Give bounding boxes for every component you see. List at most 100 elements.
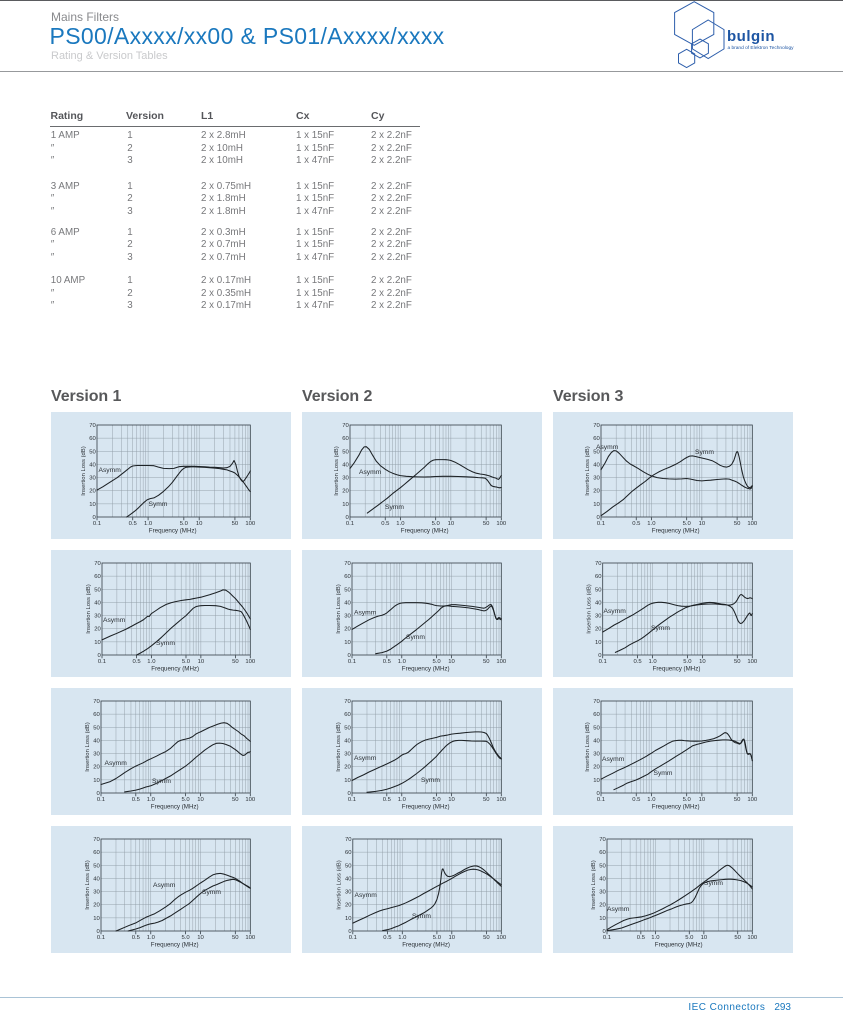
svg-text:Symm: Symm [152, 778, 171, 785]
svg-text:Insertion Loss (dB): Insertion Loss (dB) [587, 584, 593, 633]
svg-text:60: 60 [593, 436, 600, 442]
svg-text:50: 50 [94, 587, 101, 593]
svg-text:10: 10 [94, 640, 101, 646]
svg-text:a brand of Elektron Technology: a brand of Elektron Technology [728, 45, 795, 51]
svg-text:5.0: 5.0 [683, 521, 692, 527]
svg-text:100: 100 [245, 935, 256, 941]
svg-text:60: 60 [595, 574, 602, 580]
svg-text:5.0: 5.0 [182, 659, 191, 665]
svg-text:40: 40 [89, 462, 96, 468]
svg-text:40: 40 [344, 600, 351, 606]
svg-text:10: 10 [198, 659, 205, 665]
svg-text:100: 100 [747, 659, 758, 665]
svg-text:0.1: 0.1 [348, 659, 356, 665]
svg-text:10: 10 [196, 521, 203, 527]
svg-text:Insertion Loss (dB): Insertion Loss (dB) [585, 446, 591, 495]
svg-text:Frequency (MHz): Frequency (MHz) [402, 666, 450, 673]
svg-text:0.5: 0.5 [132, 659, 141, 665]
svg-text:50: 50 [593, 725, 600, 731]
svg-text:Asymm: Asymm [354, 755, 377, 762]
svg-text:60: 60 [94, 574, 101, 580]
svg-text:0.1: 0.1 [599, 659, 607, 665]
svg-text:20: 20 [93, 765, 100, 771]
svg-text:70: 70 [342, 423, 349, 429]
svg-text:10: 10 [599, 916, 606, 922]
svg-text:50: 50 [593, 449, 600, 455]
svg-text:60: 60 [599, 850, 606, 856]
svg-text:20: 20 [593, 765, 600, 771]
svg-text:20: 20 [593, 489, 600, 495]
svg-text:100: 100 [496, 935, 507, 941]
svg-text:Symm: Symm [406, 634, 425, 641]
svg-text:40: 40 [345, 876, 352, 882]
svg-text:70: 70 [593, 699, 600, 705]
svg-text:100: 100 [245, 797, 256, 803]
svg-text:30: 30 [89, 476, 96, 482]
svg-text:10: 10 [449, 935, 456, 941]
svg-text:5.0: 5.0 [685, 935, 694, 941]
svg-text:100: 100 [496, 797, 507, 803]
svg-text:10: 10 [197, 935, 204, 941]
svg-text:70: 70 [599, 837, 606, 843]
svg-text:100: 100 [245, 521, 256, 527]
svg-text:Frequency (MHz): Frequency (MHz) [151, 804, 199, 811]
svg-text:1.0: 1.0 [144, 521, 153, 527]
svg-text:50: 50 [232, 935, 239, 941]
svg-text:5.0: 5.0 [181, 797, 190, 803]
svg-text:30: 30 [595, 614, 602, 620]
svg-text:10: 10 [595, 640, 602, 646]
svg-text:40: 40 [595, 600, 602, 606]
svg-text:Symm: Symm [149, 501, 168, 508]
svg-text:5.0: 5.0 [683, 659, 692, 665]
svg-text:0.5: 0.5 [132, 935, 141, 941]
svg-text:0: 0 [98, 653, 102, 659]
svg-text:60: 60 [344, 712, 351, 718]
svg-text:1.0: 1.0 [648, 659, 657, 665]
svg-text:10: 10 [448, 659, 455, 665]
svg-text:60: 60 [342, 436, 349, 442]
svg-text:50: 50 [232, 659, 239, 665]
svg-text:Symm: Symm [421, 777, 440, 784]
svg-text:Frequency (MHz): Frequency (MHz) [652, 804, 700, 811]
svg-text:Symm: Symm [695, 449, 714, 456]
svg-text:0.1: 0.1 [97, 935, 105, 941]
svg-text:0.5: 0.5 [383, 659, 392, 665]
svg-text:20: 20 [345, 903, 352, 909]
svg-text:10: 10 [448, 797, 455, 803]
svg-text:0: 0 [97, 929, 101, 935]
svg-text:5.0: 5.0 [683, 797, 692, 803]
svg-text:20: 20 [344, 627, 351, 633]
svg-text:0.1: 0.1 [597, 521, 605, 527]
svg-text:5.0: 5.0 [180, 521, 189, 527]
svg-text:1.0: 1.0 [647, 797, 656, 803]
svg-text:Asymm: Asymm [359, 469, 382, 476]
svg-text:20: 20 [595, 627, 602, 633]
svg-text:30: 30 [344, 752, 351, 758]
svg-text:Frequency (MHz): Frequency (MHz) [402, 942, 450, 949]
svg-text:50: 50 [483, 935, 490, 941]
svg-text:50: 50 [93, 863, 100, 869]
svg-text:40: 40 [593, 738, 600, 744]
svg-text:0: 0 [93, 515, 97, 521]
svg-text:100: 100 [496, 659, 507, 665]
svg-text:1.0: 1.0 [147, 797, 156, 803]
svg-text:Symm: Symm [654, 770, 673, 777]
svg-text:Symm: Symm [385, 504, 404, 511]
svg-text:50: 50 [734, 521, 741, 527]
svg-text:Asymm: Asymm [604, 608, 627, 615]
svg-text:30: 30 [93, 890, 100, 896]
svg-text:100: 100 [245, 659, 256, 665]
svg-text:Frequency (MHz): Frequency (MHz) [151, 942, 199, 949]
svg-text:0.5: 0.5 [632, 521, 641, 527]
svg-text:Asymm: Asymm [153, 882, 176, 889]
svg-text:Asymm: Asymm [596, 444, 619, 451]
svg-text:Insertion Loss (dB): Insertion Loss (dB) [86, 584, 92, 633]
svg-text:Asymm: Asymm [607, 906, 630, 913]
svg-text:50: 50 [483, 521, 490, 527]
svg-text:30: 30 [344, 614, 351, 620]
svg-text:0.5: 0.5 [381, 521, 390, 527]
svg-text:10: 10 [699, 521, 706, 527]
svg-text:50: 50 [599, 863, 606, 869]
svg-text:40: 40 [599, 876, 606, 882]
svg-text:10: 10 [344, 778, 351, 784]
